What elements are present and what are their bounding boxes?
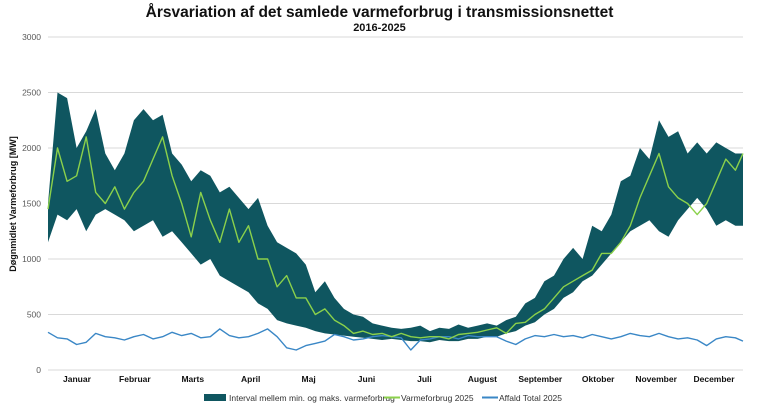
x-tick-oktober: Oktober (582, 374, 615, 384)
x-tick-labels: Januar Februar Marts April Maj Juni Juli August… (63, 374, 735, 384)
y-tick-0: 0 (36, 365, 41, 375)
gridlines (48, 36, 743, 371)
y-tick-3000: 3000 (22, 32, 41, 42)
chart-title: Årsvariation af det samlede varmeforbrug… (145, 4, 614, 21)
x-tick-december: December (693, 374, 735, 384)
x-tick-april: April (241, 374, 260, 384)
x-tick-maj: Maj (302, 374, 316, 384)
line-affald-total-2025 (47, 328, 744, 351)
band-min-max (48, 92, 743, 343)
y-tick-labels: 0 500 1000 1500 2000 2500 3000 (22, 32, 41, 375)
x-tick-januar: Januar (63, 374, 92, 384)
y-tick-500: 500 (27, 310, 41, 320)
legend-swatch-band (204, 394, 226, 401)
y-tick-2500: 2500 (22, 88, 41, 98)
legend: Interval mellem min. og maks. varmeforbr… (204, 393, 562, 403)
y-tick-1500: 1500 (22, 199, 41, 209)
legend-label-varmeforbrug: Varmeforbrug 2025 (401, 393, 474, 403)
chart-subtitle: 2016-2025 (353, 22, 406, 34)
x-tick-juli: Juli (417, 374, 432, 384)
y-tick-2000: 2000 (22, 143, 41, 153)
x-tick-marts: Marts (181, 374, 204, 384)
legend-label-band: Interval mellem min. og maks. varmeforbr… (229, 393, 395, 403)
legend-label-affald: Affald Total 2025 (499, 393, 562, 403)
x-tick-august: August (468, 374, 497, 384)
y-axis-label: Døgnmidlet Varmeforbrug [MW] (8, 136, 18, 272)
plot-area (47, 92, 744, 351)
x-tick-november: November (635, 374, 677, 384)
x-tick-februar: Februar (119, 374, 151, 384)
x-tick-juni: Juni (358, 374, 375, 384)
x-tick-september: September (518, 374, 563, 384)
line-varmeforbrug-2025 (47, 136, 744, 340)
y-tick-1000: 1000 (22, 254, 41, 264)
